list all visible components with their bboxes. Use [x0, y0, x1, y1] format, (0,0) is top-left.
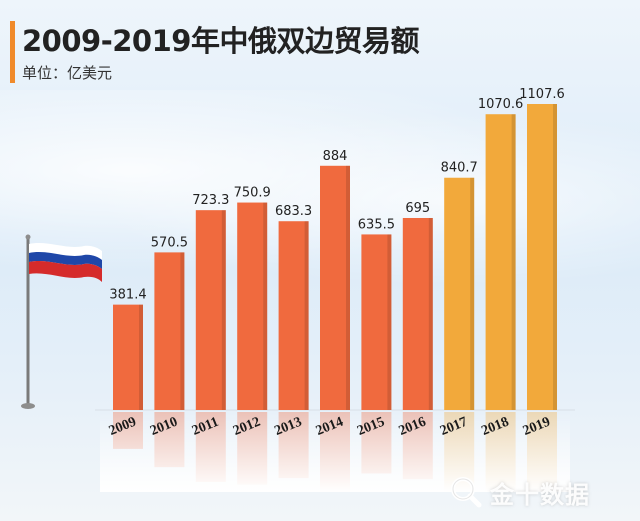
value-label: 1107.6 [519, 87, 565, 102]
search-magnifier-icon [451, 477, 482, 508]
bar-side-shade [180, 252, 185, 410]
bar-side-shade [511, 114, 516, 410]
bar-2010 [154, 252, 185, 410]
bar-2016 [402, 217, 433, 410]
flag-pole-base [21, 403, 35, 409]
bars-group [113, 104, 557, 410]
value-label: 635.5 [358, 217, 395, 232]
bar-2019 [527, 104, 557, 410]
bar-2018 [485, 114, 516, 410]
value-label: 381.4 [109, 288, 146, 303]
russia-flag [21, 234, 102, 409]
value-label: 884 [323, 149, 348, 164]
flag-pole-top [25, 234, 31, 240]
bar-side-shade [346, 165, 350, 410]
bar-2013 [278, 221, 309, 410]
bar-2011 [195, 210, 226, 410]
bar-side-shade [304, 221, 309, 410]
bar-side-shade [263, 202, 268, 410]
bar-2009 [113, 304, 143, 410]
watermark: 金十数据 [448, 472, 590, 512]
value-label: 570.5 [151, 235, 188, 250]
bar-side-shade [387, 234, 392, 410]
bar-2017 [444, 177, 475, 410]
bar-side-shade [428, 217, 433, 410]
value-label: 723.3 [192, 193, 229, 208]
value-labels-group: 381.4 570.5 723.3 750.9 683.3 884 635.5 695 840.… [109, 87, 564, 303]
bar-side-shade [553, 104, 557, 410]
watermark-text: 金十数据 [490, 480, 590, 509]
value-label: 750.9 [234, 186, 271, 201]
flag-stripe-white [29, 243, 102, 260]
value-label: 683.3 [275, 204, 312, 219]
reflection-fade [100, 412, 570, 492]
bar-2012 [237, 202, 268, 410]
bar-2014 [320, 165, 350, 410]
value-label: 1070.6 [478, 97, 524, 112]
value-label: 695 [405, 201, 430, 216]
page-title: 2009-2019年中俄双边贸易额 [22, 24, 419, 58]
bar-side-shade [470, 177, 475, 410]
flag-stripe-red [29, 261, 102, 282]
bar-side-shade [139, 304, 143, 410]
bar-side-shade [221, 210, 226, 410]
value-label: 840.7 [441, 161, 478, 176]
flag-stripe-blue [29, 252, 102, 269]
bar-2015 [361, 234, 392, 410]
title-accent-bar [10, 21, 15, 83]
unit-label: 单位：亿美元 [22, 64, 113, 82]
